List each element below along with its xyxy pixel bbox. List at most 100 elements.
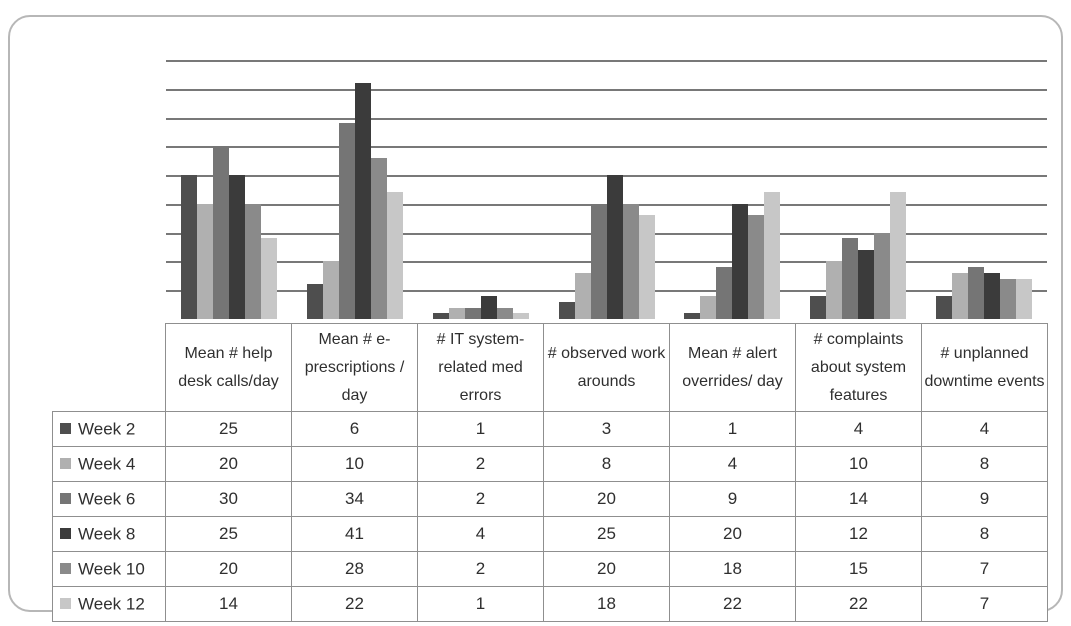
legend-label: Week 12 (78, 594, 145, 614)
category-header-7: # unplanned downtime events (921, 323, 1048, 412)
value-cell-r5-c3: 2 (417, 551, 544, 587)
value-cell-r6-c4: 18 (543, 586, 670, 622)
corner-cell (53, 324, 166, 412)
gridline-40 (166, 88, 1047, 91)
value-cell-r1-c1: 25 (165, 411, 292, 447)
legend-swatch-icon (60, 562, 71, 574)
value-cell-r5-c1: 20 (165, 551, 292, 587)
bar-week-6 (464, 307, 481, 319)
bar-week-6 (590, 203, 607, 319)
value-cell-r2-c2: 10 (291, 446, 418, 482)
legend-swatch-icon (60, 422, 71, 434)
legend-cell-week-6: Week 6 (52, 481, 166, 517)
table-row-week-10: Week 10 20 28 2 20 18 15 7 (52, 551, 1048, 587)
value-cell-r2-c3: 2 (417, 446, 544, 482)
bar-week-2 (810, 295, 827, 319)
bar-week-8 (228, 175, 245, 319)
value-cell-r6-c2: 22 (291, 586, 418, 622)
table-row-week-8: Week 8 25 41 4 25 20 12 8 (52, 516, 1048, 552)
value-cell-r1-c5: 1 (669, 411, 796, 447)
bar-week-12 (764, 192, 781, 319)
bar-week-2 (936, 295, 953, 319)
value-cell-r6-c7: 7 (921, 586, 1048, 622)
value-cell-r4-c1: 25 (165, 516, 292, 552)
bar-week-10 (370, 157, 387, 319)
legend-label: Week 4 (78, 454, 136, 474)
bar-week-10 (496, 307, 513, 319)
value-cell-r1-c6: 4 (795, 411, 922, 447)
bar-week-4 (196, 203, 213, 319)
value-cell-r4-c2: 41 (291, 516, 418, 552)
legend-cell-week-10: Week 10 (52, 551, 166, 587)
bar-week-4 (700, 295, 717, 319)
value-cell-r6-c3: 1 (417, 586, 544, 622)
value-cell-r3-c6: 14 (795, 481, 922, 517)
category-header-6: # complaints about system features (795, 323, 922, 412)
bar-week-6 (716, 267, 733, 319)
value-cell-r4-c6: 12 (795, 516, 922, 552)
legend-swatch-icon (60, 527, 71, 539)
bar-week-4 (322, 261, 339, 319)
bar-groups-layer (166, 60, 1047, 319)
bar-week-12 (512, 313, 529, 319)
bar-week-12 (890, 192, 907, 319)
bar-week-2 (684, 313, 701, 319)
bar-group-6 (795, 60, 921, 319)
bar-week-8 (354, 83, 371, 319)
legend-swatch-icon (60, 457, 71, 469)
bar-week-10 (748, 215, 765, 319)
bar-week-2 (306, 284, 323, 319)
legend-label: Week 10 (78, 559, 145, 579)
table-row-week-4: Week 4 20 10 2 8 4 10 8 (52, 446, 1048, 482)
value-cell-r2-c5: 4 (669, 446, 796, 482)
value-cell-r3-c3: 2 (417, 481, 544, 517)
bar-week-2 (432, 313, 449, 319)
value-cell-r4-c5: 20 (669, 516, 796, 552)
legend-cell-week-12: Week 12 (52, 586, 166, 622)
bar-week-6 (968, 267, 985, 319)
bar-week-4 (952, 272, 969, 319)
category-header-5: Mean # alert overrides/ day (669, 323, 796, 412)
bar-group-2 (292, 60, 418, 319)
value-cell-r3-c2: 34 (291, 481, 418, 517)
category-header-1: Mean # help desk calls/day (165, 323, 292, 412)
value-cell-r6-c5: 22 (669, 586, 796, 622)
bar-group-3 (418, 60, 544, 319)
bar-week-6 (338, 123, 355, 319)
bar-week-10 (874, 232, 891, 319)
value-cell-r2-c1: 20 (165, 446, 292, 482)
bar-week-6 (212, 146, 229, 319)
bar-week-4 (574, 272, 591, 319)
bar-week-12 (260, 238, 277, 319)
value-cell-r5-c4: 20 (543, 551, 670, 587)
bar-group-4 (544, 60, 670, 319)
value-cell-r4-c3: 4 (417, 516, 544, 552)
value-cell-r5-c7: 7 (921, 551, 1048, 587)
bar-group-5 (669, 60, 795, 319)
value-cell-r1-c3: 1 (417, 411, 544, 447)
legend-swatch-icon (60, 492, 71, 504)
bar-week-4 (826, 261, 843, 319)
data-table: Mean # help desk calls/day Mean # e-presc… (52, 323, 1048, 622)
value-cell-r6-c1: 14 (165, 586, 292, 622)
bar-group-7 (921, 60, 1047, 319)
bar-week-8 (984, 272, 1001, 319)
table-row-week-12: Week 12 14 22 1 18 22 22 7 (52, 586, 1048, 622)
legend-label: Week 8 (78, 524, 136, 544)
bar-week-4 (448, 307, 465, 319)
chart-frame: Mean # help desk calls/day Mean # e-presc… (8, 15, 1063, 622)
category-header-row: Mean # help desk calls/day Mean # e-presc… (53, 323, 1048, 412)
table-row-week-6: Week 6 30 34 2 20 9 14 9 (52, 481, 1048, 517)
bar-week-2 (558, 301, 575, 319)
legend-cell-week-4: Week 4 (52, 446, 166, 482)
value-cell-r1-c7: 4 (921, 411, 1048, 447)
value-cell-r2-c7: 8 (921, 446, 1048, 482)
legend-label: Week 2 (78, 419, 136, 439)
gridline-35 (166, 117, 1047, 120)
legend-cell-week-8: Week 8 (52, 516, 166, 552)
value-cell-r2-c4: 8 (543, 446, 670, 482)
bar-week-12 (638, 215, 655, 319)
bar-week-12 (1016, 278, 1033, 319)
value-cell-r5-c5: 18 (669, 551, 796, 587)
